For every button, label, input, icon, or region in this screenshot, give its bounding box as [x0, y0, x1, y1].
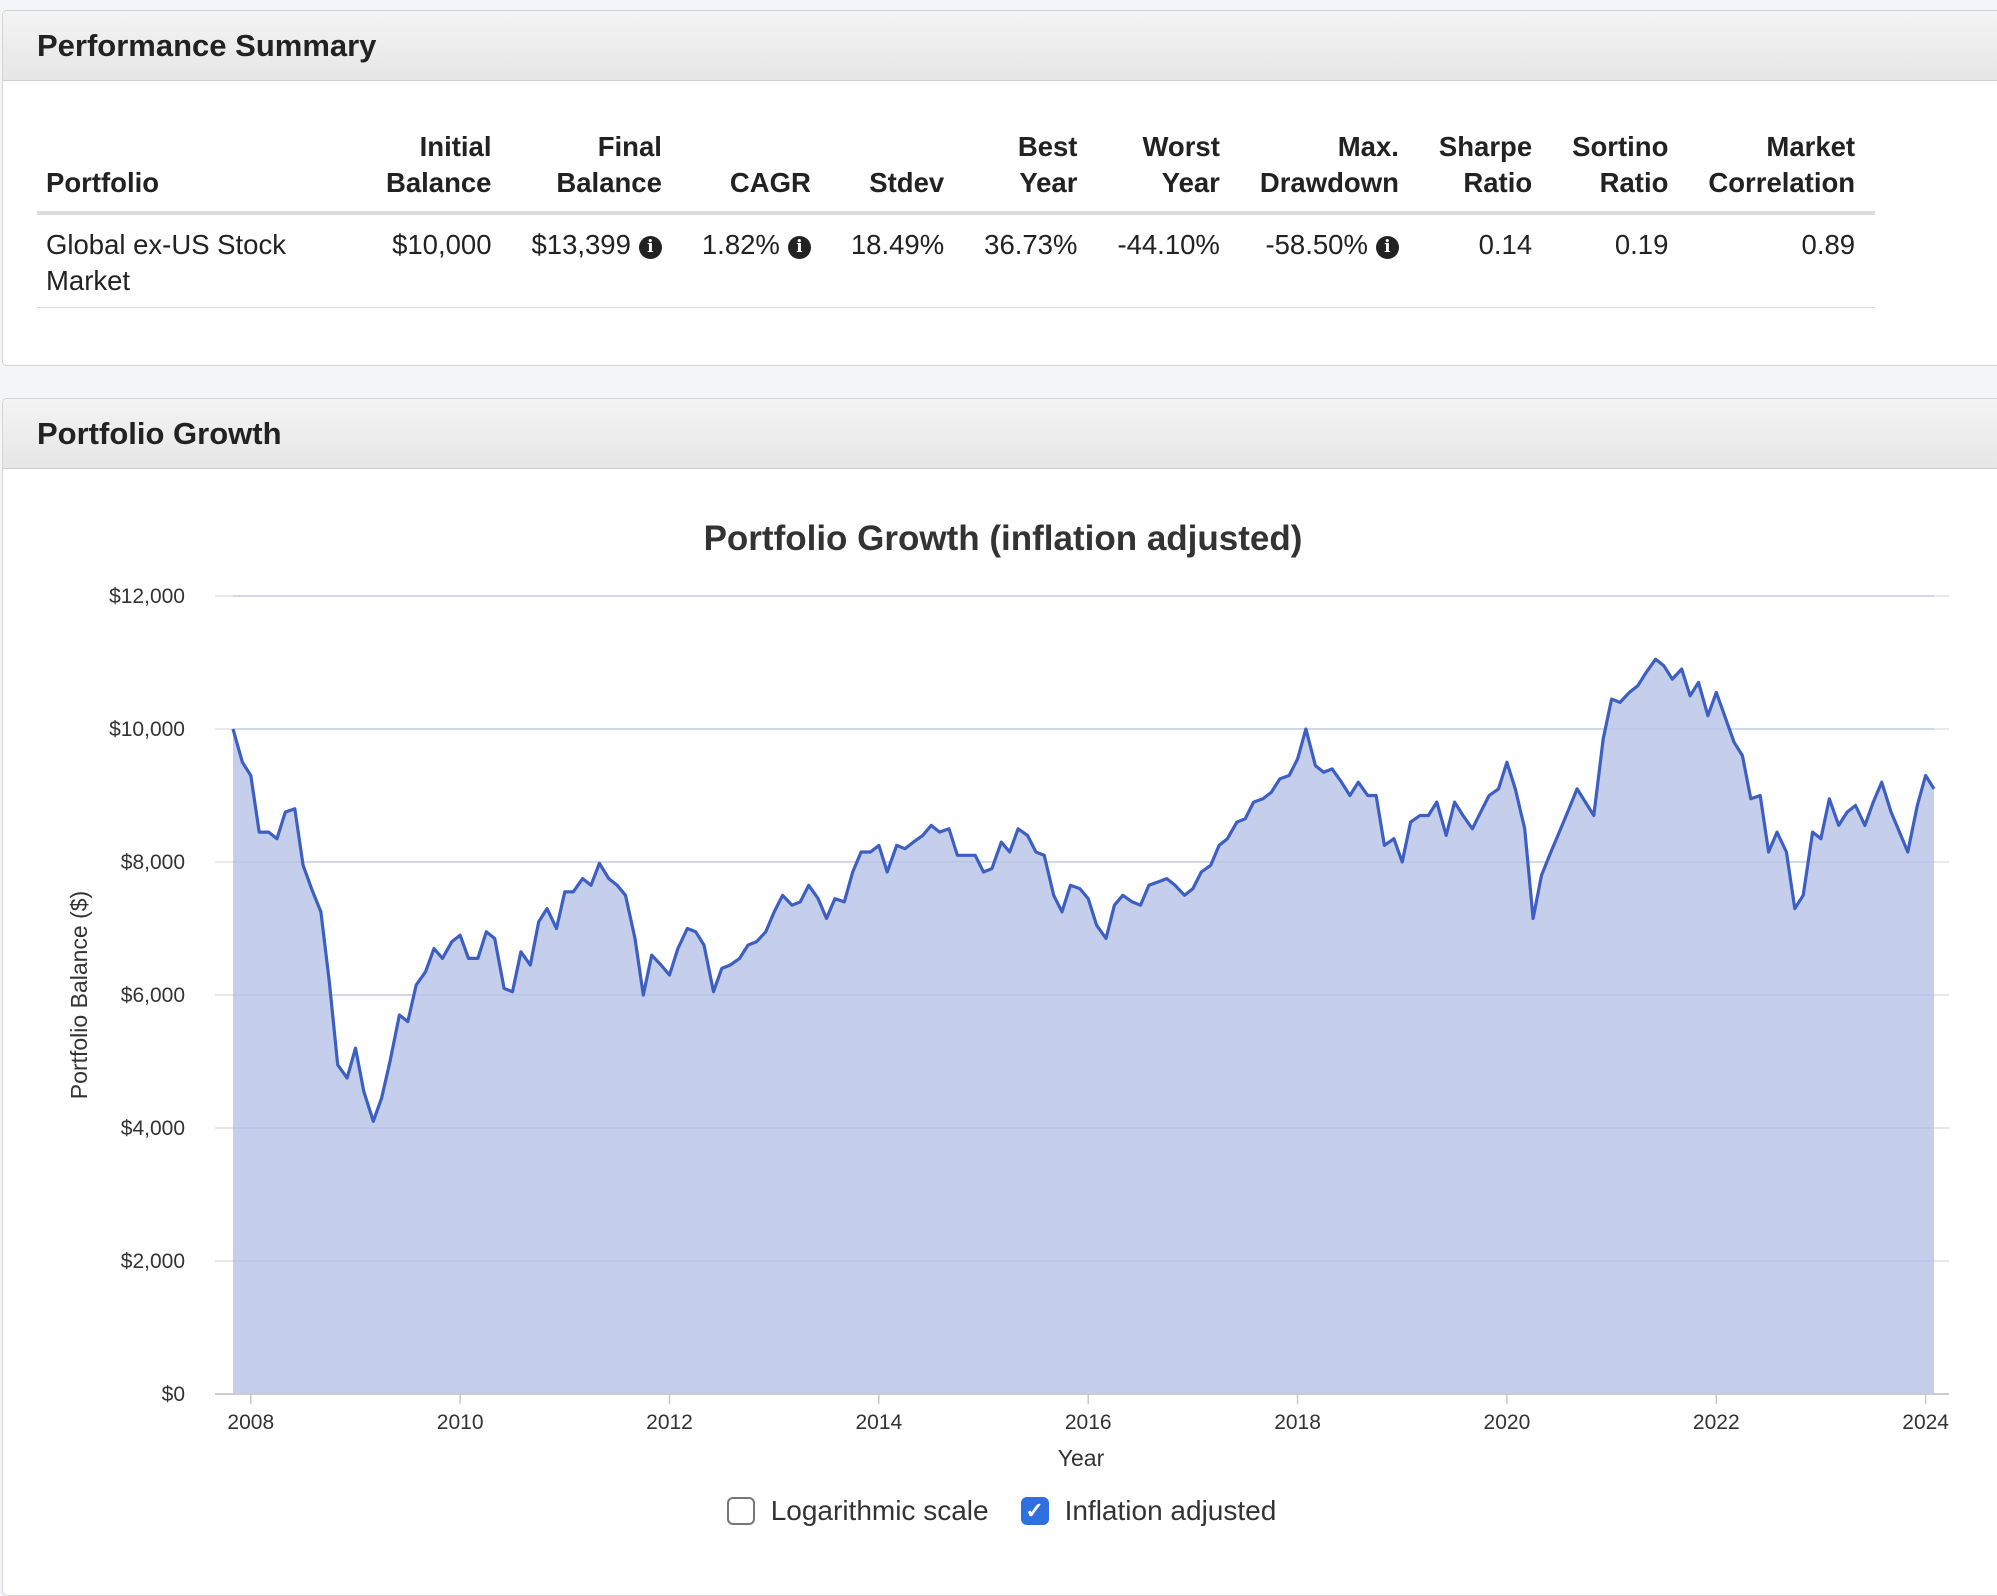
x-tick-label: 2012 — [646, 1411, 693, 1434]
final-balance-value: $13,399 — [531, 229, 631, 260]
best-year-value: 36.73% — [964, 213, 1098, 308]
col-worst-year: Worst Year — [1097, 129, 1240, 215]
col-portfolio: Portfolio — [37, 129, 366, 215]
col-final-balance: Final Balance — [511, 129, 682, 215]
max-drawdown-cell: -58.50% i — [1239, 213, 1419, 308]
x-tick-label: 2014 — [855, 1411, 902, 1434]
col-max-drawdown: Max. Drawdown — [1239, 129, 1419, 215]
y-tick-label: $12,000 — [109, 585, 185, 608]
cagr-value: 1.82% — [701, 229, 780, 260]
performance-summary-title: Performance Summary — [3, 11, 1997, 81]
y-tick-label: $8,000 — [121, 851, 185, 874]
info-circle-icon[interactable]: i — [1375, 236, 1399, 259]
performance-summary-panel: Performance Summary Portfolio Initial Bal… — [2, 10, 1997, 366]
x-axis-label: Year — [1058, 1445, 1105, 1471]
col-initial-balance: Initial Balance — [366, 129, 512, 215]
y-tick-label: $4,000 — [121, 1117, 185, 1140]
inflation-adjusted-toggle[interactable]: ✓ Inflation adjusted — [1020, 1495, 1277, 1527]
final-balance-cell: $13,399 i — [511, 213, 682, 308]
y-axis-label: Portfolio Balance ($) — [66, 891, 92, 1099]
series-line — [231, 657, 1936, 1123]
col-stdev: Stdev — [830, 129, 965, 215]
inflation-adjusted-checkbox[interactable]: ✓ — [1020, 1497, 1049, 1525]
x-tick-label: 2010 — [437, 1411, 484, 1434]
x-tick-label: 2020 — [1484, 1411, 1531, 1434]
y-tick-label: $10,000 — [109, 718, 185, 741]
x-tick-label: 2016 — [1065, 1411, 1112, 1434]
table-row: Global ex-US Stock Market $10,000 $13,39… — [37, 213, 1876, 308]
inflation-adjusted-label: Inflation adjusted — [1064, 1495, 1277, 1526]
market-correlation-value: 0.89 — [1688, 213, 1876, 308]
x-tick-label: 2018 — [1274, 1411, 1321, 1434]
cagr-cell: 1.82% i — [681, 213, 831, 308]
checkmark-icon: ✓ — [1025, 1498, 1044, 1523]
y-tick-label: $0 — [162, 1383, 185, 1406]
series-area — [233, 659, 1934, 1394]
portfolio-name: Global ex-US Stock Market — [37, 213, 366, 308]
y-tick-label: $6,000 — [121, 984, 185, 1007]
info-circle-icon[interactable]: i — [638, 236, 662, 259]
chart-title: Portfolio Growth (inflation adjusted) — [704, 519, 1303, 558]
stdev-value: 18.49% — [830, 213, 965, 308]
worst-year-value: -44.10% — [1097, 213, 1240, 308]
portfolio-growth-panel: Portfolio Growth Portfolio Growth (infla… — [2, 398, 1997, 1596]
chart-controls: Logarithmic scale ✓ Inflation adjusted — [3, 1495, 1997, 1527]
log-scale-toggle[interactable]: Logarithmic scale — [726, 1495, 989, 1527]
x-tick-label: 2008 — [227, 1411, 274, 1434]
log-scale-label: Logarithmic scale — [770, 1495, 989, 1526]
y-tick-label: $2,000 — [121, 1250, 185, 1273]
col-best-year: Best Year — [964, 129, 1098, 215]
table-header-row: Portfolio Initial Balance Final Balance CA… — [37, 129, 1876, 215]
col-sharpe-ratio: Sharpe Ratio — [1418, 129, 1553, 215]
x-tick-label: 2022 — [1693, 1411, 1740, 1434]
log-scale-checkbox[interactable] — [726, 1497, 755, 1525]
max-drawdown-value: -58.50% — [1265, 229, 1368, 260]
sortino-value: 0.19 — [1552, 213, 1689, 308]
x-tick-label: 2024 — [1902, 1411, 1949, 1434]
col-sortino-ratio: Sortino Ratio — [1552, 129, 1689, 215]
portfolio-growth-title: Portfolio Growth — [3, 399, 1997, 469]
col-market-correlation: Market Correlation — [1688, 129, 1876, 215]
portfolio-growth-chart: Portfolio Growth (inflation adjusted) $0 $… — [66, 519, 1949, 1471]
sharpe-value: 0.14 — [1418, 213, 1553, 308]
info-circle-icon[interactable]: i — [787, 236, 811, 259]
initial-balance-value: $10,000 — [366, 213, 512, 308]
performance-table: Portfolio Initial Balance Final Balance CA… — [37, 129, 1876, 308]
col-cagr: CAGR — [681, 129, 831, 215]
